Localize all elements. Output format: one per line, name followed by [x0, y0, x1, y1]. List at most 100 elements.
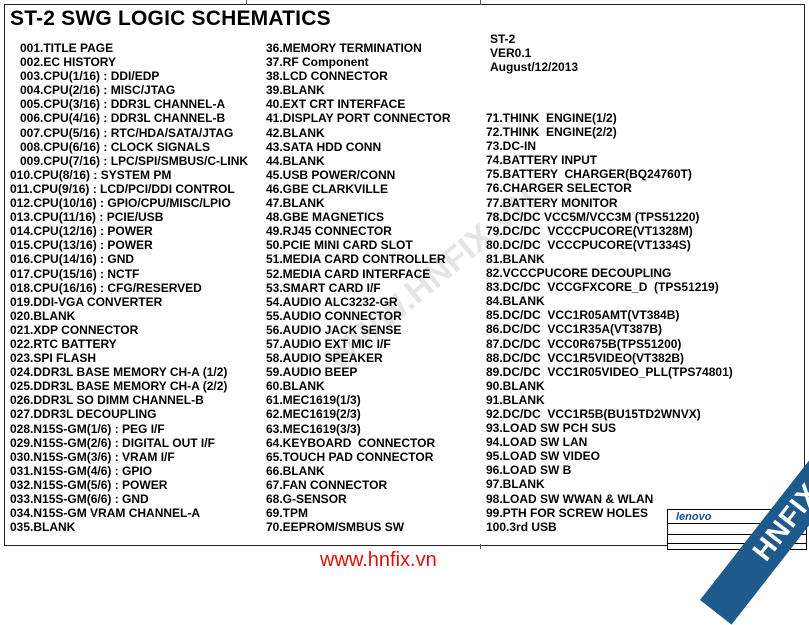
- index-entry: 79.DC/DC VCCCPUCORE(VT1328M): [486, 223, 693, 238]
- model-name: ST-2: [490, 32, 516, 46]
- index-entry: 78.DC/DC VCC5M/VCC3M (TPS51220): [486, 209, 700, 224]
- index-entry: 62.MEC1619(2/3): [266, 407, 361, 422]
- index-entry: 020.BLANK: [10, 308, 76, 323]
- index-entry: 96.LOAD SW B: [486, 463, 572, 478]
- index-entry: 80.DC/DC VCCCPUCORE(VT1334S): [486, 237, 691, 252]
- border-tick: [480, 0, 481, 5]
- index-entry: 009.CPU(7/16) : LPC/SPI/SMBUS/C-LINK: [20, 153, 249, 168]
- index-entry: 025.DDR3L BASE MEMORY CH-A (2/2): [10, 379, 228, 394]
- index-entry: 81.BLANK: [486, 251, 545, 266]
- index-entry: 82.VCCCPUCORE DECOUPLING: [486, 266, 672, 281]
- index-entry: 008.CPU(6/16) : CLOCK SIGNALS: [20, 139, 211, 154]
- index-entry: 43.SATA HDD CONN: [266, 139, 382, 154]
- revision-info: ST-2 VER0.1 August/12/2013: [490, 32, 578, 74]
- index-entry: 65.TOUCH PAD CONNECTOR: [266, 449, 434, 464]
- index-entry: 87.DC/DC VCC0R675B(TPS51200): [486, 336, 682, 351]
- index-entry: 031.N15S-GM(4/6) : GPIO: [10, 463, 153, 478]
- index-entry: 014.CPU(12/16) : POWER: [10, 224, 153, 239]
- index-entry: 68.G-SENSOR: [266, 492, 347, 506]
- index-entry: 99.PTH FOR SCREW HOLES: [486, 505, 649, 520]
- index-entry: 84.BLANK: [486, 294, 545, 309]
- index-entry: 002.EC HISTORY: [20, 55, 117, 70]
- index-entry: 98.LOAD SW WWAN & WLAN: [486, 491, 654, 506]
- index-entry: 52.MEDIA CARD INTERFACE: [266, 266, 431, 281]
- index-entry: 034.N15S-GM VRAM CHANNEL-A: [10, 506, 201, 521]
- index-entry: 016.CPU(14/16) : GND: [10, 252, 135, 267]
- index-entry: 46.GBE CLARKVILLE: [266, 181, 389, 196]
- index-entry: 74.BATTERY INPUT: [486, 153, 598, 168]
- index-entry: 018.CPU(16/16) : CFG/RESERVED: [10, 280, 202, 295]
- index-entry: 001.TITLE PAGE: [20, 41, 114, 55]
- index-entry: 86.DC/DC VCC1R35A(VT387B): [486, 322, 663, 337]
- title-block-divider: [668, 543, 806, 544]
- index-entry: 033.N15S-GM(6/6) : GND: [10, 492, 149, 506]
- index-entry: 023.SPI FLASH: [10, 351, 97, 366]
- index-entry: 88.DC/DC VCC1R5VIDEO(VT382B): [486, 350, 685, 365]
- index-entry: 59.AUDIO BEEP: [266, 365, 358, 380]
- index-entry: 57.AUDIO EXT MIC I/F: [266, 336, 391, 351]
- index-entry: 56.AUDIO JACK SENSE: [266, 322, 402, 337]
- index-entry: 66.BLANK: [266, 463, 325, 478]
- index-entry: 54.AUDIO ALC3232-GR: [266, 294, 398, 309]
- index-entry: 035.BLANK: [10, 520, 76, 535]
- index-entry: 39.BLANK: [266, 83, 325, 98]
- index-entry: 019.DDI-VGA CONVERTER: [10, 294, 163, 309]
- border-tick: [480, 544, 481, 549]
- index-entry: 47.BLANK: [266, 196, 325, 211]
- lenovo-logo: lenovo: [676, 511, 712, 523]
- index-entry: 63.MEC1619(3/3): [266, 421, 361, 436]
- index-entry: 72.THINK ENGINE(2/2): [486, 125, 617, 140]
- index-entry: 92.DC/DC VCC1R5B(BU15TD2WNVX): [486, 406, 701, 421]
- index-entry: 013.CPU(11/16) : PCIE/USB: [10, 210, 164, 225]
- index-entry: 71.THINK ENGINE(1/2): [486, 111, 617, 125]
- index-entry: 012.CPU(10/16) : GPIO/CPU/MISC/LPIO: [10, 196, 231, 211]
- index-entry: 55.AUDIO CONNECTOR: [266, 308, 402, 323]
- index-entry: 026.DDR3L SO DIMM CHANNEL-B: [10, 393, 204, 408]
- index-entry: 42.BLANK: [266, 125, 325, 140]
- index-entry: 76.CHARGER SELECTOR: [486, 181, 632, 196]
- index-entry: 030.N15S-GM(3/6) : VRAM I/F: [10, 449, 175, 464]
- index-entry: 021.XDP CONNECTOR: [10, 322, 139, 337]
- index-entry: 51.MEDIA CARD CONTROLLER: [266, 252, 446, 267]
- page-title: ST-2 SWG LOGIC SCHEMATICS: [10, 7, 331, 30]
- index-entry: 029.N15S-GM(2/6) : DIGITAL OUT I/F: [10, 435, 215, 450]
- border-tick: [246, 0, 247, 5]
- version: VER0.1: [490, 46, 532, 60]
- index-entry: 50.PCIE MINI CARD SLOT: [266, 238, 413, 253]
- index-entry: 53.SMART CARD I/F: [266, 280, 381, 295]
- index-entry: 022.RTC BATTERY: [10, 336, 117, 351]
- index-entry: 58.AUDIO SPEAKER: [266, 351, 383, 366]
- index-entry: 73.DC-IN: [486, 139, 537, 154]
- index-entry: 36.MEMORY TERMINATION: [266, 41, 422, 55]
- index-entry: 015.CPU(13/16) : POWER: [10, 238, 153, 253]
- page-border: [4, 4, 805, 546]
- index-entry: 032.N15S-GM(5/6) : POWER: [10, 477, 168, 492]
- index-entry: 64.KEYBOARD CONNECTOR: [266, 435, 436, 450]
- index-entry: 94.LOAD SW LAN: [486, 435, 588, 450]
- index-entry: 48.GBE MAGNETICS: [266, 210, 385, 225]
- index-entry: 005.CPU(3/16) : DDR3L CHANNEL-A: [20, 97, 226, 112]
- index-entry: 75.BATTERY CHARGER(BQ24760T): [486, 167, 692, 182]
- index-entry: 017.CPU(15/16) : NCTF: [10, 266, 140, 281]
- index-entry: 007.CPU(5/16) : RTC/HDA/SATA/JTAG: [20, 125, 234, 140]
- index-entry: 024.DDR3L BASE MEMORY CH-A (1/2): [10, 365, 228, 380]
- index-entry: 38.LCD CONNECTOR: [266, 69, 388, 84]
- index-entry: 004.CPU(2/16) : MISC/JTAG: [20, 83, 176, 98]
- index-entry: 83.DC/DC VCCGFXCORE_D (TPS51219): [486, 280, 719, 295]
- index-entry: 49.RJ45 CONNECTOR: [266, 224, 392, 239]
- index-entry: 89.DC/DC VCC1R05VIDEO_PLL(TPS74801): [486, 364, 733, 379]
- index-entry: 006.CPU(4/16) : DDR3L CHANNEL-B: [20, 111, 226, 126]
- index-entry: 67.FAN CONNECTOR: [266, 477, 388, 492]
- index-entry: 027.DDR3L DECOUPLING: [10, 407, 157, 422]
- index-entry: 60.BLANK: [266, 379, 325, 394]
- index-entry: 97.BLANK: [486, 477, 545, 492]
- index-entry: 003.CPU(1/16) : DDI/EDP: [20, 69, 160, 84]
- index-entry: 44.BLANK: [266, 153, 325, 168]
- date: August/12/2013: [490, 60, 579, 74]
- title-block-divider: [668, 523, 806, 524]
- index-entry: 61.MEC1619(1/3): [266, 393, 361, 408]
- index-entry: 69.TPM: [266, 506, 309, 521]
- index-column-left: 001.TITLE PAGE 002.EC HISTORY 003.CPU(1/16…: [10, 41, 248, 534]
- index-entry: 010.CPU(8/16) : SYSTEM PM: [10, 167, 172, 182]
- index-entry: 37.RF Component: [266, 55, 369, 70]
